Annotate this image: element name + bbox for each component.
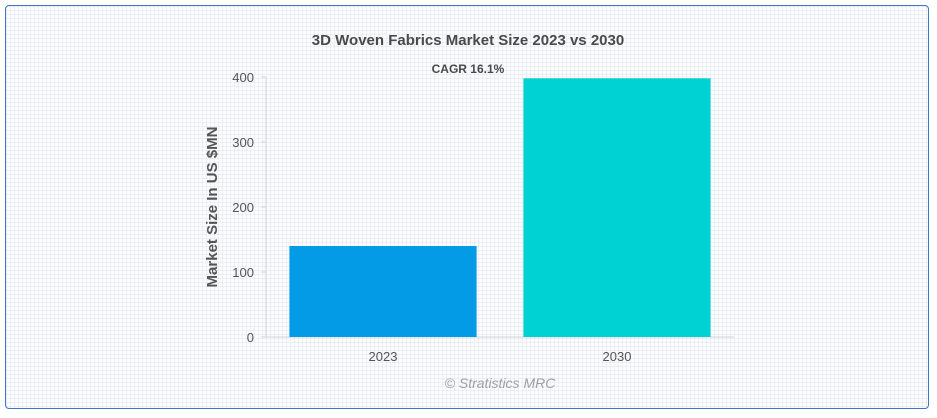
bars — [289, 78, 711, 338]
cagr-annotation: CAGR 16.1% — [432, 62, 505, 76]
chart-title: 3D Woven Fabrics Market Size 2023 vs 203… — [312, 32, 624, 49]
x-tick-label: 2023 — [369, 349, 398, 364]
x-ticks: 2023 2030 — [369, 349, 632, 364]
bar-2030[interactable] — [523, 78, 711, 338]
y-axis-label: Market Size In US $MN — [204, 127, 221, 288]
y-tick-label: 0 — [247, 330, 254, 345]
x-tick-label: 2030 — [603, 349, 632, 364]
y-tick-label: 100 — [232, 265, 254, 280]
y-ticks: 0 100 200 300 400 — [232, 70, 266, 345]
y-tick-label: 300 — [232, 135, 254, 150]
y-tick-label: 400 — [232, 70, 254, 85]
chart-frame — [5, 5, 929, 409]
bar-2023[interactable] — [289, 246, 477, 337]
y-tick-label: 200 — [232, 200, 254, 215]
source-credit: © Stratistics MRC — [445, 375, 557, 391]
